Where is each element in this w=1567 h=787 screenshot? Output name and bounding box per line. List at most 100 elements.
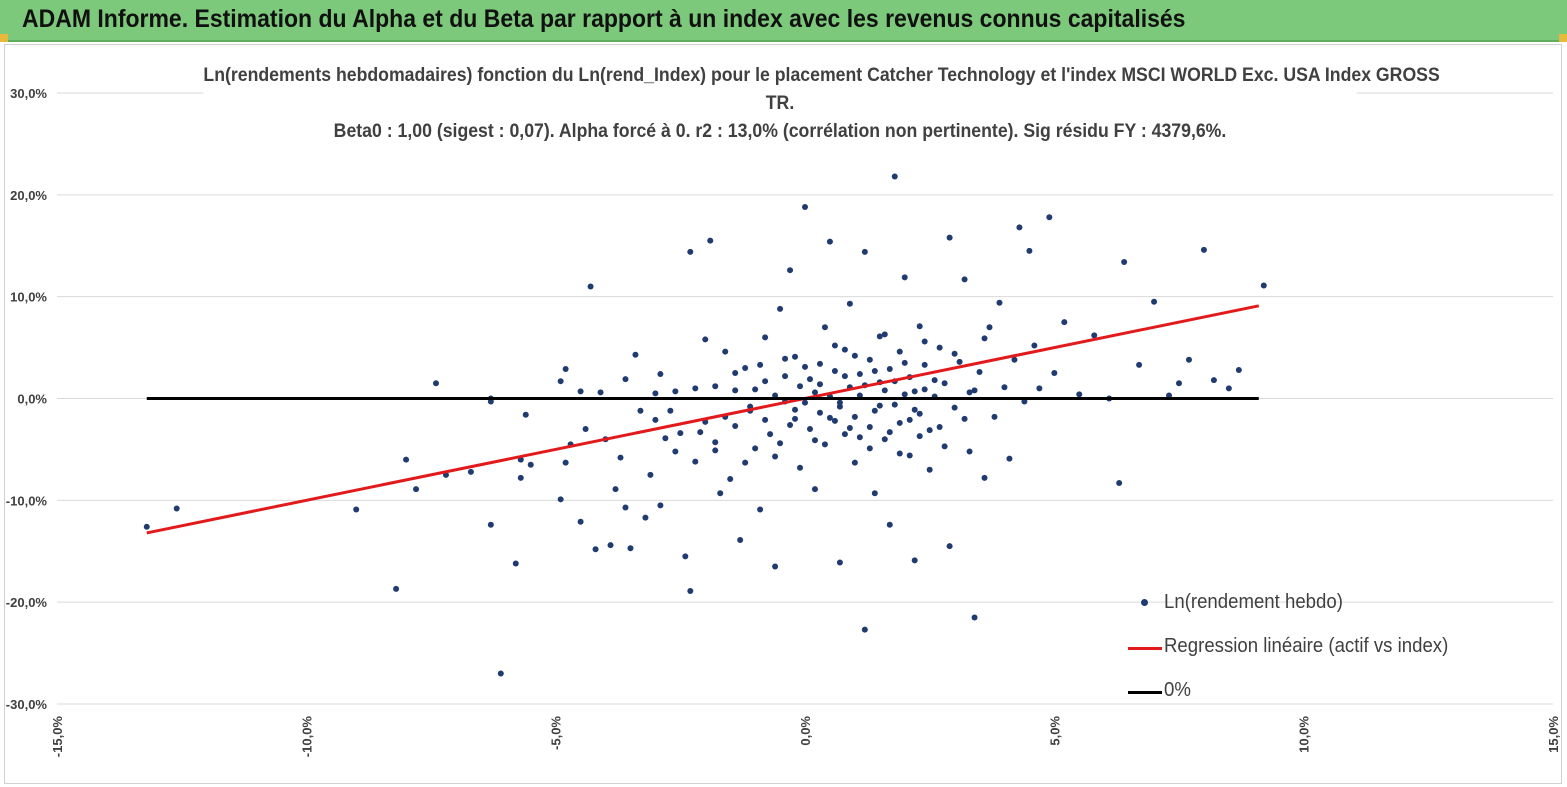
data-point (777, 440, 784, 447)
data-point (622, 376, 629, 383)
data-point (712, 439, 719, 446)
data-point (1061, 319, 1068, 326)
data-point (856, 434, 863, 441)
data-point (667, 407, 674, 414)
data-point (762, 378, 769, 385)
data-point (772, 453, 779, 460)
legend-label: Ln(rendement hebdo) (1164, 591, 1343, 613)
data-point (657, 371, 664, 378)
data-point (702, 336, 709, 343)
data-point (522, 411, 529, 418)
data-point (951, 404, 958, 411)
data-point (677, 430, 684, 437)
data-point (393, 585, 400, 592)
data-point (836, 559, 843, 566)
data-point (652, 416, 659, 423)
data-point (871, 407, 878, 414)
data-point (951, 350, 958, 357)
data-point (861, 248, 868, 255)
data-point (592, 546, 599, 553)
data-point (742, 459, 749, 466)
data-point (916, 410, 923, 417)
data-point (732, 370, 739, 377)
data-point (1116, 480, 1123, 487)
data-point (906, 452, 913, 459)
data-point (936, 344, 943, 351)
data-point (802, 399, 808, 406)
data-point (936, 424, 943, 431)
data-point (896, 348, 903, 355)
data-point (607, 542, 614, 549)
data-point (866, 356, 873, 363)
data-point (517, 474, 524, 481)
data-point (896, 450, 903, 457)
data-point (1011, 356, 1018, 363)
legend-line-symbol (1128, 647, 1162, 650)
data-point (871, 490, 878, 497)
data-point (881, 387, 888, 394)
data-point (732, 422, 739, 429)
data-point (652, 390, 659, 397)
data-point (921, 361, 928, 368)
data-point (876, 333, 883, 340)
data-point (1006, 455, 1013, 462)
data-point (562, 365, 569, 372)
corner-marker (0, 34, 8, 42)
data-point (772, 563, 779, 570)
data-point (767, 431, 774, 438)
data-point (876, 402, 883, 409)
data-point (403, 456, 410, 463)
data-point (926, 427, 933, 434)
data-point (762, 334, 769, 341)
legend-dot-symbol (1141, 599, 1148, 606)
data-point (856, 371, 863, 378)
data-point (143, 523, 150, 530)
data-point (966, 448, 973, 455)
data-point (792, 353, 799, 360)
data-point (1091, 332, 1098, 339)
x-tick-label: 15,0% (1546, 716, 1561, 753)
x-tick-label: -15,0% (50, 716, 65, 758)
legend-label: 0% (1164, 679, 1191, 701)
data-point (981, 474, 988, 481)
data-point (811, 437, 818, 444)
data-point (687, 248, 694, 255)
data-point (577, 388, 584, 395)
data-point (722, 348, 729, 355)
data-point (672, 388, 679, 395)
data-point (757, 361, 764, 368)
data-point (777, 305, 784, 312)
x-axis-ticks: -15,0% -10,0% -5,0% 0,0% 5,0% 10,0% 15,0% (50, 716, 1561, 758)
data-point (662, 435, 669, 442)
data-point (1051, 370, 1058, 377)
data-point (891, 173, 898, 180)
data-point (432, 380, 439, 387)
data-point (557, 496, 564, 503)
data-point (642, 514, 649, 521)
data-point (512, 560, 519, 567)
data-point (896, 419, 903, 426)
data-point (1021, 398, 1028, 405)
data-point (787, 421, 794, 428)
data-point (562, 459, 569, 466)
data-point (1151, 298, 1158, 305)
data-point (712, 383, 719, 390)
data-point (1026, 247, 1033, 254)
data-point (682, 553, 689, 560)
data-point (173, 505, 180, 512)
grid-lines (57, 92, 1553, 705)
x-tick-label: -5,0% (549, 716, 564, 750)
series-lines (146, 304, 1260, 535)
data-point (413, 486, 420, 493)
data-point (707, 237, 714, 244)
data-point (821, 441, 828, 448)
data-point (841, 431, 848, 438)
data-point (1176, 380, 1182, 387)
report-banner: ADAM Informe. Estimation du Alpha et du … (0, 0, 1567, 42)
legend-item-regression: Regression linéaire (actif vs index) (1128, 632, 1468, 676)
data-point (956, 358, 963, 365)
chart-area (4, 44, 1562, 784)
data-point (752, 386, 759, 393)
data-point (632, 351, 639, 358)
